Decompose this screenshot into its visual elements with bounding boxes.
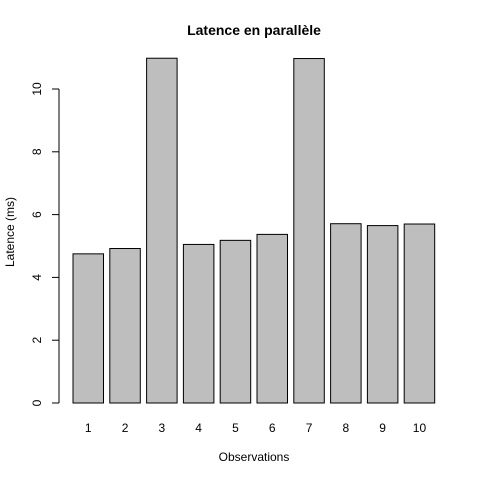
bar-7 (293, 58, 325, 404)
bar-5 (219, 239, 252, 404)
bar-1 (72, 253, 104, 404)
y-tick-label: 0 (30, 399, 44, 406)
x-tick-label: 10 (413, 421, 427, 435)
bar-9 (366, 225, 399, 404)
x-tick-label: 7 (306, 421, 313, 435)
bar-4 (182, 243, 215, 404)
chart-title: Latence en parallèle (187, 22, 321, 38)
y-tick-label: 2 (30, 337, 44, 344)
x-tick-label: 2 (122, 421, 129, 435)
bars (72, 57, 436, 404)
x-tick-label: 8 (343, 421, 350, 435)
x-tick-labels: 1 2 3 4 5 6 7 8 9 10 (85, 421, 427, 435)
bar-10 (403, 223, 436, 404)
x-tick-label: 4 (195, 421, 202, 435)
bar-6 (256, 233, 288, 404)
x-tick-label: 9 (379, 421, 386, 435)
y-tick-label: 8 (30, 148, 44, 155)
y-tick-label: 10 (30, 82, 44, 96)
x-tick-label: 3 (159, 421, 166, 435)
bar-2 (109, 248, 141, 404)
x-axis-label: Observations (219, 450, 290, 464)
y-tick-label: 6 (30, 211, 44, 218)
x-tick-label: 1 (85, 421, 92, 435)
x-tick-label: 5 (232, 421, 239, 435)
y-tick-label: 4 (30, 274, 44, 281)
bar-3 (146, 57, 178, 404)
bar-8 (330, 223, 362, 404)
y-axis-label: Latence (ms) (3, 197, 17, 267)
x-tick-label: 6 (269, 421, 276, 435)
y-axis: 0 2 4 6 8 10 (30, 82, 60, 406)
